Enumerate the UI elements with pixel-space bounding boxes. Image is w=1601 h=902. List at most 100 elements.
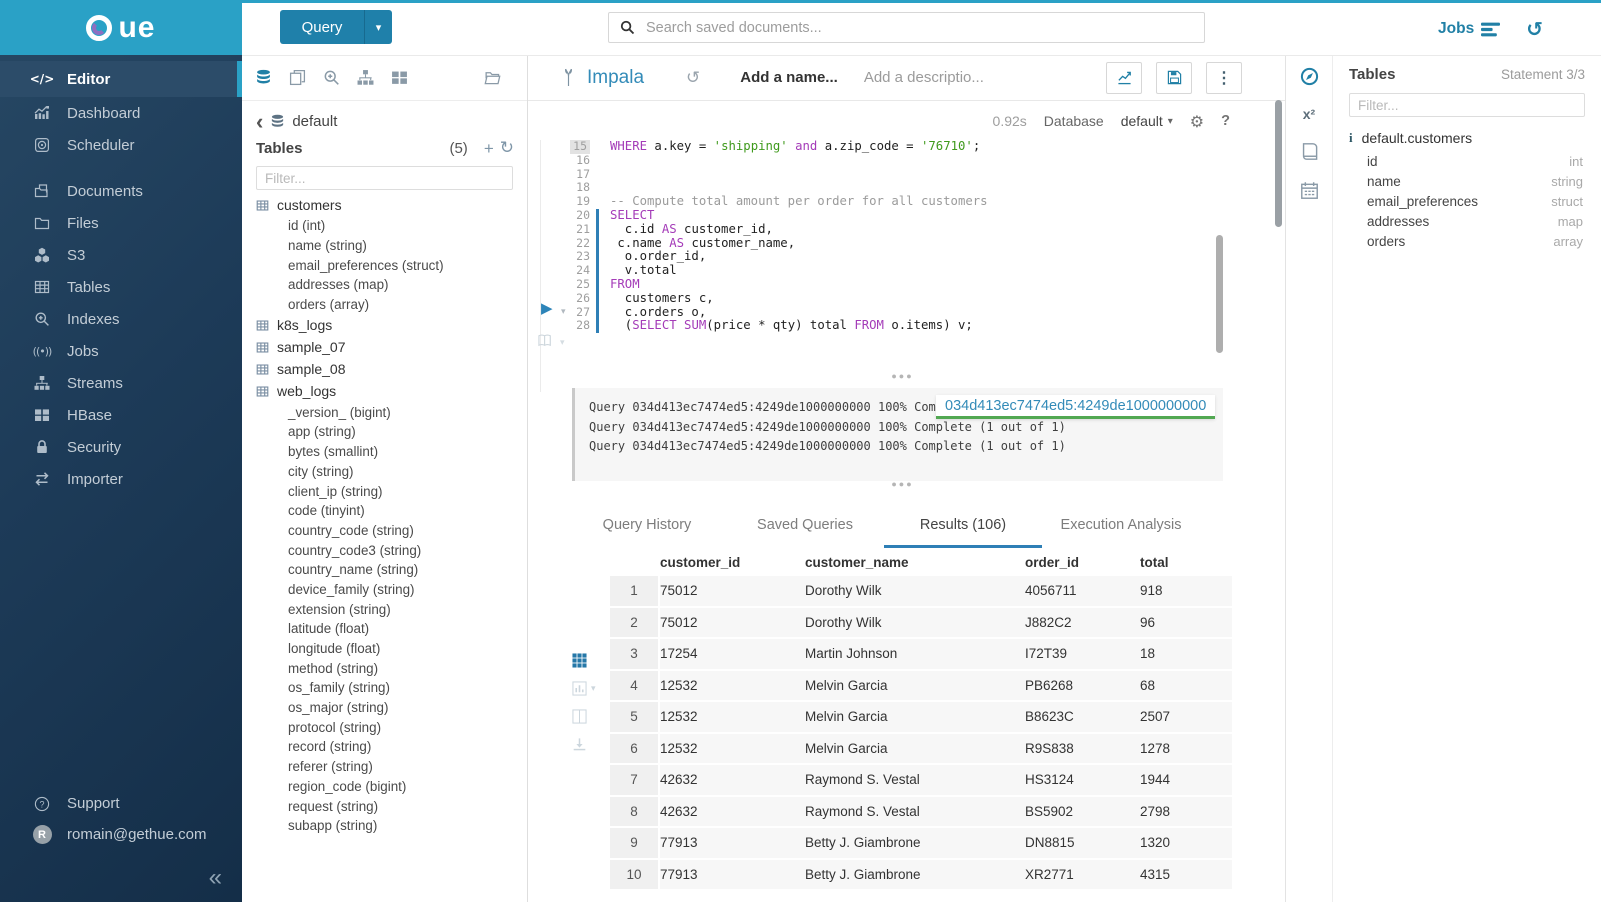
assist-column[interactable]: subapp (string) bbox=[242, 816, 527, 834]
assist-column[interactable]: longitude (float) bbox=[242, 639, 527, 659]
assist-column[interactable]: latitude (float) bbox=[242, 619, 527, 639]
chart-view-icon[interactable]: ▾ bbox=[572, 681, 596, 696]
assist-column[interactable]: code (tinyint) bbox=[242, 501, 527, 521]
execute-button[interactable]: ▶ bbox=[541, 301, 553, 316]
assist-column[interactable]: device_family (string) bbox=[242, 580, 527, 600]
query-history-icon[interactable]: ↺ bbox=[686, 68, 700, 88]
download-icon[interactable] bbox=[572, 737, 587, 752]
sidebar-item-editor[interactable]: </>Editor bbox=[0, 61, 242, 97]
assist-table-web_logs[interactable]: web_logs bbox=[242, 380, 527, 402]
sidebar-item-security[interactable]: Security bbox=[0, 431, 242, 463]
query-button-label[interactable]: Query bbox=[280, 10, 364, 44]
sidebar-item-dashboard[interactable]: Dashboard bbox=[0, 97, 242, 129]
sidebar-item-scheduler[interactable]: Scheduler bbox=[0, 129, 242, 161]
assist-column[interactable]: region_code (bigint) bbox=[242, 777, 527, 797]
sidebar-item-user[interactable]: Rromain@gethue.com bbox=[0, 819, 242, 850]
assist-table-customers[interactable]: customers bbox=[242, 194, 527, 216]
assist-column[interactable]: client_ip (string) bbox=[242, 481, 527, 501]
assist-sitemap-icon[interactable] bbox=[357, 69, 374, 86]
sidebar-item-files[interactable]: Files bbox=[0, 207, 242, 239]
history-icon[interactable]: ↺ bbox=[1526, 17, 1543, 41]
assist-column[interactable]: city (string) bbox=[242, 462, 527, 482]
assist-column[interactable]: request (string) bbox=[242, 796, 527, 816]
save-button[interactable] bbox=[1156, 62, 1192, 94]
assist-column[interactable]: country_code (string) bbox=[242, 521, 527, 541]
assist-column[interactable]: method (string) bbox=[242, 658, 527, 678]
info-icon[interactable]: i bbox=[1349, 130, 1353, 146]
assist-column[interactable]: bytes (smallint) bbox=[242, 442, 527, 462]
back-chevron-icon[interactable]: ‹ bbox=[256, 115, 263, 129]
jobs-link[interactable]: Jobs bbox=[1438, 20, 1500, 38]
sidebar-item-documents[interactable]: Documents bbox=[0, 175, 242, 207]
assist-column[interactable]: app (string) bbox=[242, 422, 527, 442]
sidebar-item-jobs[interactable]: ((•))Jobs bbox=[0, 335, 242, 367]
assist-table-sample_07[interactable]: sample_07 bbox=[242, 336, 527, 358]
right-column-email_preferences[interactable]: email_preferencesstruct bbox=[1349, 191, 1585, 211]
sidebar-item-support[interactable]: ?Support bbox=[0, 788, 242, 819]
assist-apps-icon[interactable] bbox=[391, 69, 408, 86]
settings-gear-icon[interactable]: ⚙ bbox=[1190, 112, 1204, 131]
grid-view-icon[interactable] bbox=[572, 653, 587, 668]
assist-column[interactable]: id (int) bbox=[242, 216, 527, 236]
log-resize-handle[interactable]: ●●● bbox=[891, 371, 913, 381]
assist-table-k8s_logs[interactable]: k8s_logs bbox=[242, 314, 527, 336]
query-button[interactable]: Query ▾ bbox=[280, 10, 392, 44]
sidebar-item-importer[interactable]: Importer bbox=[0, 463, 242, 495]
sql-code-editor[interactable]: 15WHERE a.key = 'shipping' and a.zip_cod… bbox=[556, 140, 1245, 333]
tab-saved-queries[interactable]: Saved Queries bbox=[726, 503, 884, 548]
help-icon[interactable]: ? bbox=[1221, 113, 1230, 129]
assist-column[interactable]: email_preferences (struct) bbox=[242, 255, 527, 275]
sidebar-item-streams[interactable]: Streams bbox=[0, 367, 242, 399]
main-scrollbar[interactable] bbox=[1275, 100, 1282, 227]
code-scrollbar[interactable] bbox=[1216, 235, 1223, 353]
assist-column[interactable]: addresses (map) bbox=[242, 275, 527, 295]
assist-column[interactable]: extension (string) bbox=[242, 599, 527, 619]
add-table-icon[interactable]: + bbox=[484, 140, 494, 157]
sidebar-item-s3[interactable]: S3 bbox=[0, 239, 242, 271]
active-table-name[interactable]: default.customers bbox=[1362, 130, 1473, 146]
assist-column[interactable]: country_name (string) bbox=[242, 560, 527, 580]
assist-documents-icon[interactable] bbox=[289, 69, 306, 86]
assist-filter-input[interactable] bbox=[256, 166, 513, 190]
assist-column[interactable]: country_code3 (string) bbox=[242, 540, 527, 560]
schedule-calendar-icon[interactable] bbox=[1300, 181, 1319, 200]
assist-column[interactable]: name (string) bbox=[242, 236, 527, 256]
assist-column[interactable]: os_major (string) bbox=[242, 698, 527, 718]
sidebar-collapse-button[interactable]: « bbox=[209, 866, 222, 890]
right-column-addresses[interactable]: addressesmap bbox=[1349, 212, 1585, 232]
assist-databases-icon[interactable] bbox=[255, 69, 272, 86]
assist-search-icon[interactable] bbox=[323, 69, 340, 86]
tab-execution-analysis[interactable]: Execution Analysis bbox=[1042, 503, 1200, 548]
sidebar-item-hbase[interactable]: HBase bbox=[0, 399, 242, 431]
chart-type-caret-icon[interactable]: ▾ bbox=[591, 684, 596, 694]
query-name-field[interactable]: Add a name... bbox=[740, 69, 838, 86]
hue-logo[interactable]: ue bbox=[0, 0, 242, 55]
assist-column[interactable]: os_family (string) bbox=[242, 678, 527, 698]
assist-folder-icon[interactable] bbox=[484, 69, 501, 86]
tab-query-history[interactable]: Query History bbox=[568, 503, 726, 548]
breadcrumb-database[interactable]: default bbox=[292, 113, 337, 130]
assist-column[interactable]: protocol (string) bbox=[242, 717, 527, 737]
refresh-icon[interactable]: ↻ bbox=[500, 140, 514, 157]
right-column-name[interactable]: namestring bbox=[1349, 171, 1585, 191]
language-reference-book-icon[interactable] bbox=[1300, 142, 1319, 161]
search-input[interactable] bbox=[644, 19, 1204, 37]
right-filter-input[interactable] bbox=[1349, 93, 1585, 117]
assist-column[interactable]: orders (array) bbox=[242, 295, 527, 315]
tab-results-106-[interactable]: Results (106) bbox=[884, 503, 1042, 548]
chart-button[interactable] bbox=[1106, 62, 1142, 94]
right-column-id[interactable]: idint bbox=[1349, 151, 1585, 171]
sidebar-item-indexes[interactable]: Indexes bbox=[0, 303, 242, 335]
query-id-link[interactable]: 034d413ec7474ed5:4249de1000000000 bbox=[936, 395, 1215, 419]
reference-caret-icon[interactable]: ▾ bbox=[560, 338, 565, 348]
assist-column[interactable]: record (string) bbox=[242, 737, 527, 757]
functions-icon[interactable]: x² bbox=[1303, 106, 1315, 122]
more-actions-button[interactable]: ⋮ bbox=[1206, 62, 1242, 94]
assist-column[interactable]: referer (string) bbox=[242, 757, 527, 777]
execute-options-caret-icon[interactable]: ▾ bbox=[561, 307, 566, 317]
query-dropdown-caret-icon[interactable]: ▾ bbox=[364, 10, 392, 44]
right-column-orders[interactable]: ordersarray bbox=[1349, 232, 1585, 252]
assist-table-sample_08[interactable]: sample_08 bbox=[242, 358, 527, 380]
database-select[interactable]: default ▾ bbox=[1121, 113, 1173, 129]
editor-assistant-compass-icon[interactable] bbox=[1300, 67, 1319, 86]
